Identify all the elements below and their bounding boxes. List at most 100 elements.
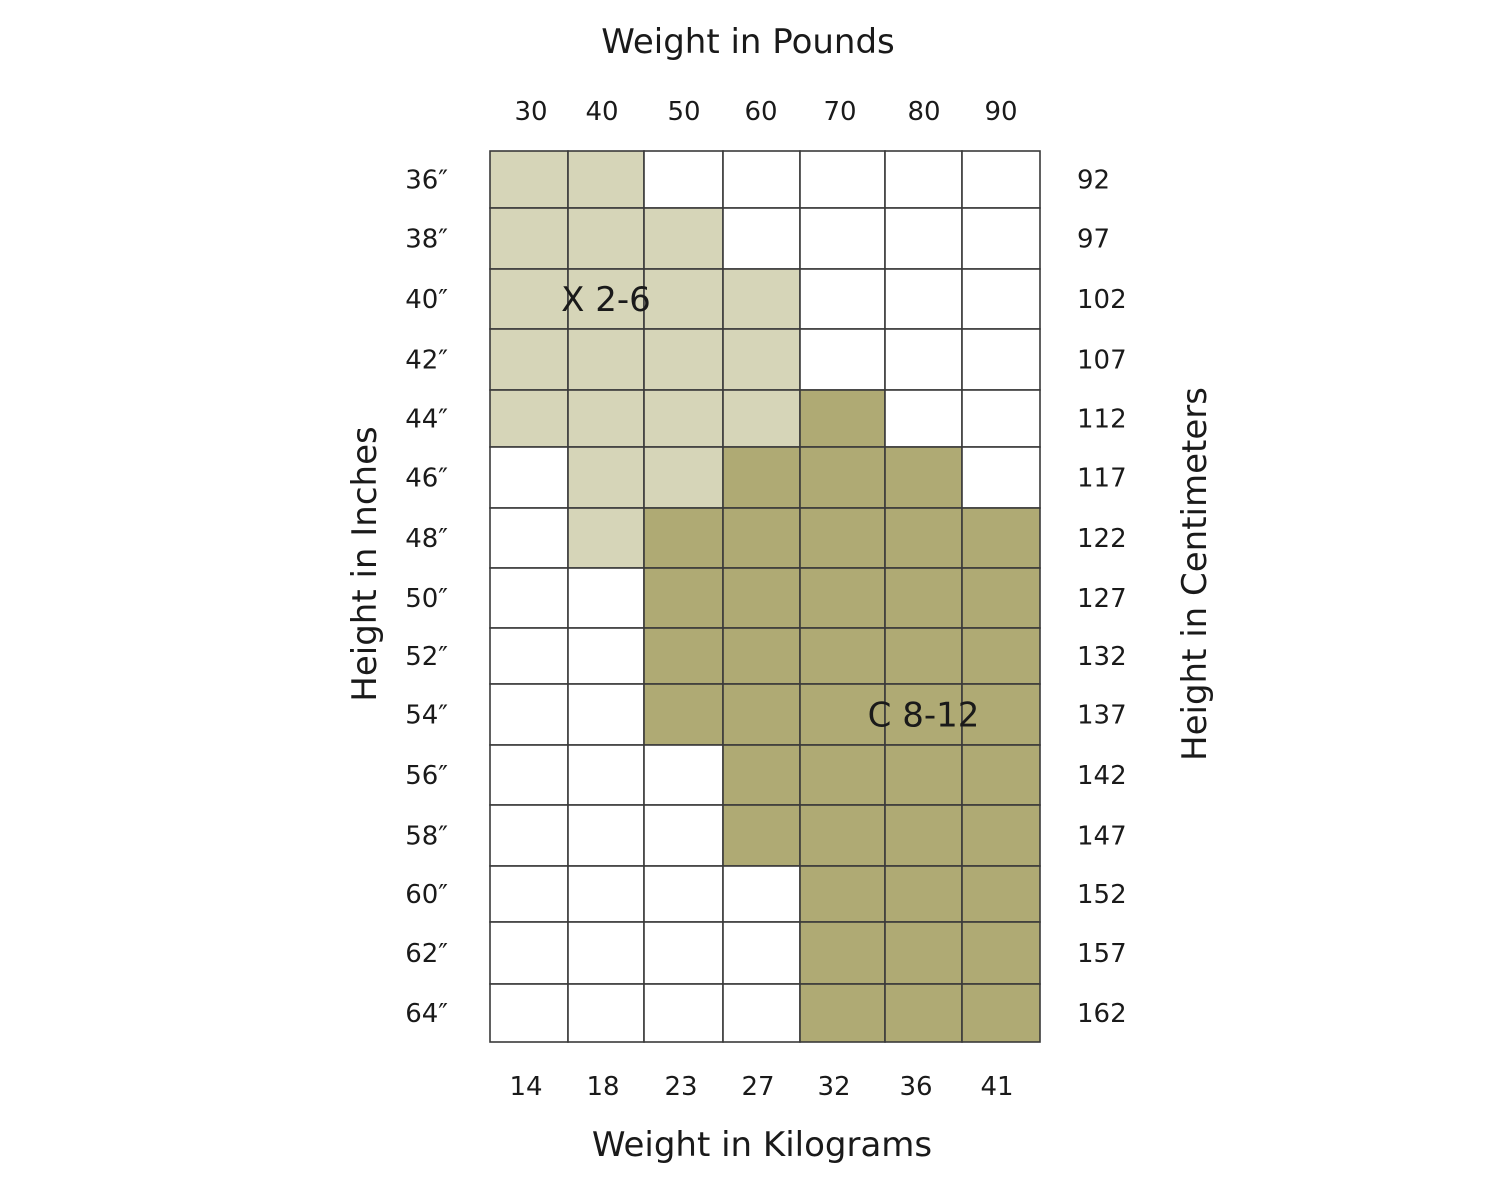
tick-labels: 30 40 50 60 70 80 90 14 18 23 27 32 36 41 36″ 38″ 40″ 42″…: [405, 97, 1126, 1102]
left-tick-label: 62″: [405, 939, 448, 969]
grid-cell: [567, 507, 645, 569]
grid-cell: [884, 921, 963, 985]
grid-cell: [884, 207, 963, 270]
left-tick-label: 48″: [405, 524, 448, 554]
grid-cell: [722, 865, 801, 923]
grid-cell: [884, 983, 963, 1043]
grid-cell: [961, 983, 1041, 1043]
grid-cell: [643, 268, 724, 330]
grid-cell: [799, 268, 886, 330]
grid-cell: [961, 567, 1041, 629]
grid-cell: [489, 207, 569, 270]
grid-cell: [643, 744, 724, 806]
grid-cell: [799, 567, 886, 629]
grid-cell: [961, 744, 1041, 806]
top-tick-label: 40: [585, 97, 618, 127]
left-tick-label: 60″: [405, 880, 448, 910]
grid-cell: [961, 507, 1041, 569]
grid-cell: [884, 627, 963, 685]
bottom-tick-label: 32: [817, 1072, 850, 1102]
grid-cell: [799, 804, 886, 867]
grid-cell: [567, 921, 645, 985]
right-tick-label: 117: [1077, 464, 1127, 494]
right-tick-label: 97: [1077, 225, 1110, 255]
left-tick-label: 64″: [405, 999, 448, 1029]
grid-cell: [884, 683, 963, 746]
grid-cell: [489, 328, 569, 391]
left-tick-label: 44″: [405, 405, 448, 435]
left-tick-label: 38″: [405, 225, 448, 255]
top-axis-title: Weight in Pounds: [601, 22, 895, 62]
grid-cell: [961, 207, 1041, 270]
top-tick-label: 60: [744, 97, 777, 127]
grid-cell: [643, 507, 724, 569]
grid-cell: [567, 567, 645, 629]
grid-cell: [884, 804, 963, 867]
left-tick-label: 58″: [405, 822, 448, 852]
grid-cell: [489, 268, 569, 330]
grid-cell: [643, 328, 724, 391]
grid-cell: [799, 983, 886, 1043]
grid-cell: [567, 983, 645, 1043]
grid-cell: [567, 744, 645, 806]
grid-cell: [722, 207, 801, 270]
region-label: C 8-12: [868, 696, 980, 736]
grid-cell: [961, 150, 1041, 209]
right-tick-label: 162: [1077, 999, 1127, 1029]
grid-cell: [489, 567, 569, 629]
grid-cell: [799, 328, 886, 391]
grid-cell: [489, 744, 569, 806]
grid-cell: [722, 328, 801, 391]
grid-cell: [489, 446, 569, 509]
grid-cell: [961, 389, 1041, 448]
left-tick-label: 36″: [405, 166, 448, 196]
left-axis-title: Height in Inches: [345, 426, 385, 701]
grid-cell: [489, 627, 569, 685]
bottom-tick-label: 23: [664, 1072, 697, 1102]
grid-cell: [961, 865, 1041, 923]
grid-cell: [643, 207, 724, 270]
bottom-axis-title: Weight in Kilograms: [592, 1125, 932, 1165]
grid-cell: [489, 150, 569, 209]
right-tick-label: 142: [1077, 761, 1127, 791]
grid-cell: [643, 567, 724, 629]
grid-cell: [799, 744, 886, 806]
bottom-tick-label: 14: [509, 1072, 542, 1102]
grid-cell: [884, 865, 963, 923]
grid-cell: [961, 804, 1041, 867]
region-label: X 2-6: [561, 280, 651, 320]
grid-cell: [961, 921, 1041, 985]
grid-cell: [643, 627, 724, 685]
top-tick-label: 50: [667, 97, 700, 127]
grid-cell: [722, 268, 801, 330]
grid-cell: [884, 744, 963, 806]
right-tick-label: 112: [1077, 405, 1127, 435]
left-tick-label: 42″: [405, 346, 448, 376]
top-tick-label: 30: [514, 97, 547, 127]
grid-cell: [643, 389, 724, 448]
left-tick-label: 54″: [405, 701, 448, 731]
grid-cell: [799, 683, 886, 746]
bottom-tick-label: 41: [980, 1072, 1013, 1102]
left-tick-label: 52″: [405, 642, 448, 672]
grid-cell: [961, 446, 1041, 509]
grid-cell: [722, 389, 801, 448]
grid-cell: [567, 865, 645, 923]
right-tick-label: 147: [1077, 822, 1127, 852]
grid-cell: [722, 150, 801, 209]
grid-cell: [722, 983, 801, 1043]
right-tick-label: 132: [1077, 642, 1127, 672]
grid-cell: [643, 683, 724, 746]
left-tick-label: 56″: [405, 761, 448, 791]
top-tick-label: 70: [823, 97, 856, 127]
region-labels: X 2-6 C 8-12: [561, 280, 979, 736]
grid-cell: [489, 865, 569, 923]
grid-cell: [884, 268, 963, 330]
grid-cell: [799, 627, 886, 685]
grid-cell: [643, 804, 724, 867]
left-tick-label: 50″: [405, 584, 448, 614]
grid-cell: [884, 446, 963, 509]
grid-cell: [567, 804, 645, 867]
right-tick-label: 127: [1077, 584, 1127, 614]
